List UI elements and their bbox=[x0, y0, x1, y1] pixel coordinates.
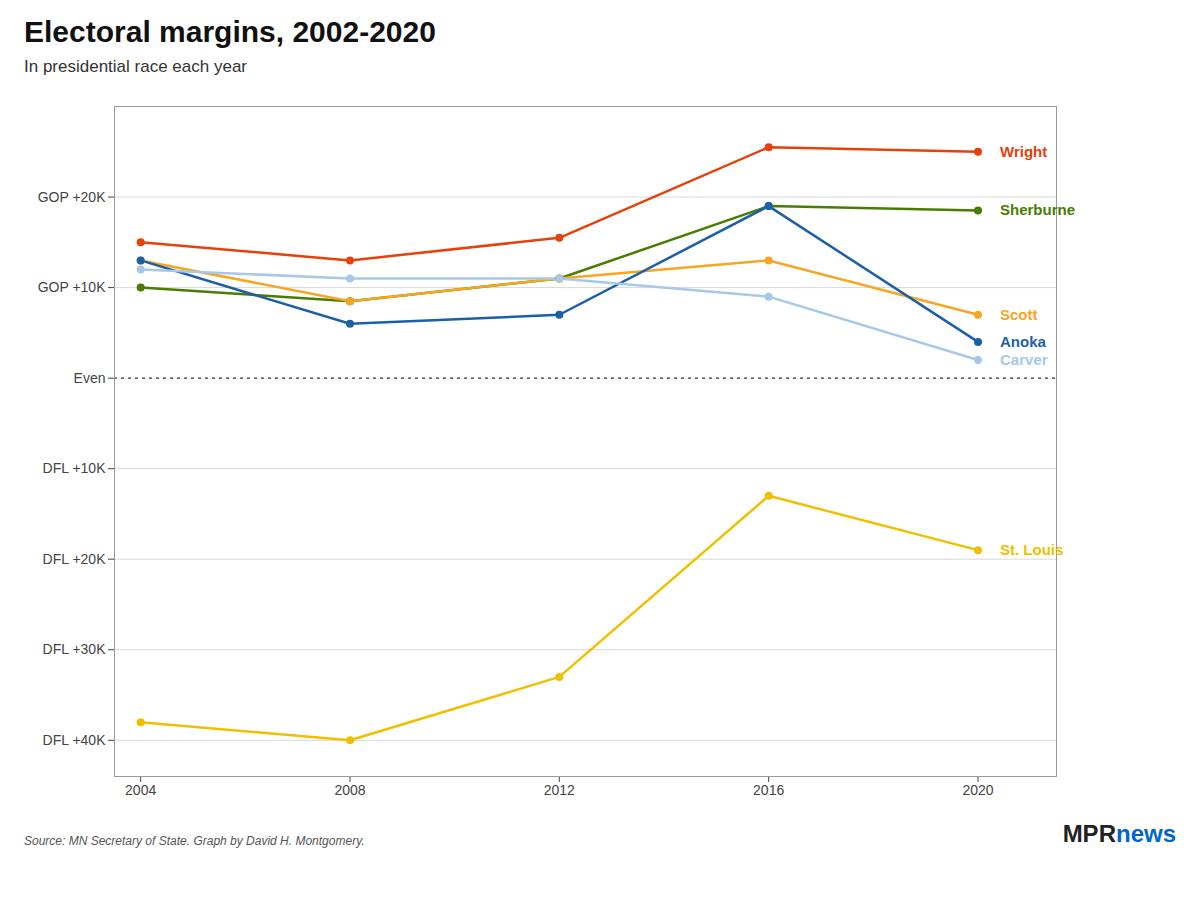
svg-text:2016: 2016 bbox=[753, 782, 784, 798]
html-text:Electoral margins, 2002-2020: Electoral margins, 2002-2020 bbox=[24, 15, 436, 48]
html-text:MPR news: MPR news bbox=[1062, 820, 1176, 847]
svg-text:Anoka: Anoka bbox=[1000, 333, 1047, 350]
svg-text:DFL +20K: DFL +20K bbox=[43, 551, 107, 567]
svg-text:St. Louis: St. Louis bbox=[1000, 541, 1063, 558]
svg-text:Wright: Wright bbox=[1000, 143, 1047, 160]
svg-text:Carver: Carver bbox=[1000, 351, 1048, 368]
svg-text:GOP +20K: GOP +20K bbox=[38, 189, 107, 205]
html-text:In presidential race each year: In presidential race each year bbox=[24, 57, 247, 76]
html-text:Source: MN Secretary of State.: Source: MN Secretary of State. Graph by … bbox=[24, 834, 365, 848]
svg-text:GOP +10K: GOP +10K bbox=[38, 279, 107, 295]
svg-text:DFL +30K: DFL +30K bbox=[43, 641, 107, 657]
svg-text:DFL +10K: DFL +10K bbox=[43, 460, 107, 476]
svg-text:DFL +40K: DFL +40K bbox=[43, 732, 107, 748]
svg-text:Sherburne: Sherburne bbox=[1000, 201, 1075, 218]
svg-text:2008: 2008 bbox=[334, 782, 365, 798]
svg-text:2004: 2004 bbox=[125, 782, 156, 798]
svg-text:Even: Even bbox=[74, 370, 106, 386]
svg-text:Scott: Scott bbox=[1000, 306, 1038, 323]
svg-text:2020: 2020 bbox=[962, 782, 993, 798]
svg-text:2012: 2012 bbox=[544, 782, 575, 798]
